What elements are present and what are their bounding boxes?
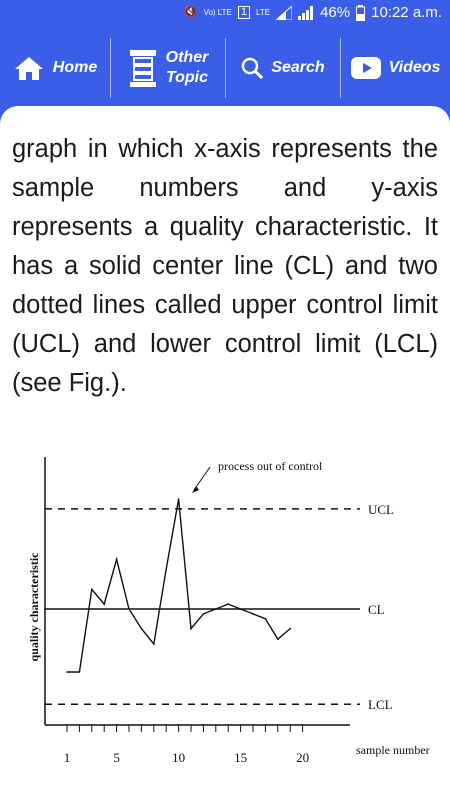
nav-home[interactable]: Home [0,30,110,106]
data-point [91,588,93,591]
data-point [215,608,217,610]
battery-icon [356,4,366,21]
y-axis-label: quality characteristic [27,552,41,662]
nav-other-topic-label: Other Topic [166,48,209,88]
status-bar: 🔇 Vo) LTE 1 LTE 46% 10:22 a.m. [0,0,450,30]
data-point [252,613,254,615]
data-point [140,627,143,630]
body-paragraph: graph in which x-axis represents the sam… [12,135,438,397]
data-point [239,608,242,610]
battery-percent: 46% [320,4,351,21]
lcl-label: LCL [368,697,393,712]
nav-videos-label: Videos [388,59,441,76]
data-point [153,643,155,645]
data-point [190,627,192,630]
lte-icon: LTE [256,7,271,17]
data-point [264,618,267,620]
nav-videos[interactable]: Videos [341,30,450,106]
data-line [67,498,291,673]
x-tick-label: 15 [234,750,247,765]
data-point [227,603,229,605]
data-point [115,558,118,561]
content-panel: graph in which x-axis represents the sam… [0,106,450,800]
annotation-arrow [193,466,211,491]
annotation-label: process out of control [218,459,323,473]
data-point [277,638,279,640]
nav-home-label: Home [52,59,98,76]
sim-icon: 1 [237,6,250,19]
data-point [177,498,180,500]
nav-divider [225,38,226,98]
clock: 10:22 a.m. [371,4,442,21]
play-icon [350,57,381,79]
data-point [202,613,205,615]
x-axis-label: sample number [356,743,430,757]
annotation-arrowhead [192,486,199,493]
data-point [128,608,130,610]
top-navigation: Home Other Topic Search Videos [0,30,450,106]
x-tick-label: 20 [296,750,309,765]
data-point [78,671,81,673]
home-icon [14,57,43,80]
ucl-label: UCL [368,502,394,517]
book-stack-icon [129,50,156,87]
signal-icon [298,5,314,20]
mute-icon: 🔇 [183,6,198,18]
cl-label: CL [368,602,385,617]
data-point [66,671,68,673]
nav-divider [340,38,341,98]
search-icon [242,57,264,79]
x-tick-label: 5 [113,750,120,765]
nav-divider [110,38,111,98]
data-point [165,568,167,570]
nav-search[interactable]: Search [226,30,340,106]
nav-other-topic-line1: Other [165,49,209,66]
nav-other-topic-line2: Topic [165,69,209,86]
volte-icon: Vo) LTE [203,7,232,17]
data-point [103,603,105,605]
nav-other-topic[interactable]: Other Topic [111,30,225,106]
x-tick-label: 1 [64,750,71,765]
data-point [289,627,292,630]
nav-search-label: Search [271,59,325,76]
signal-icon [276,5,293,20]
x-tick-label: 10 [172,750,185,765]
